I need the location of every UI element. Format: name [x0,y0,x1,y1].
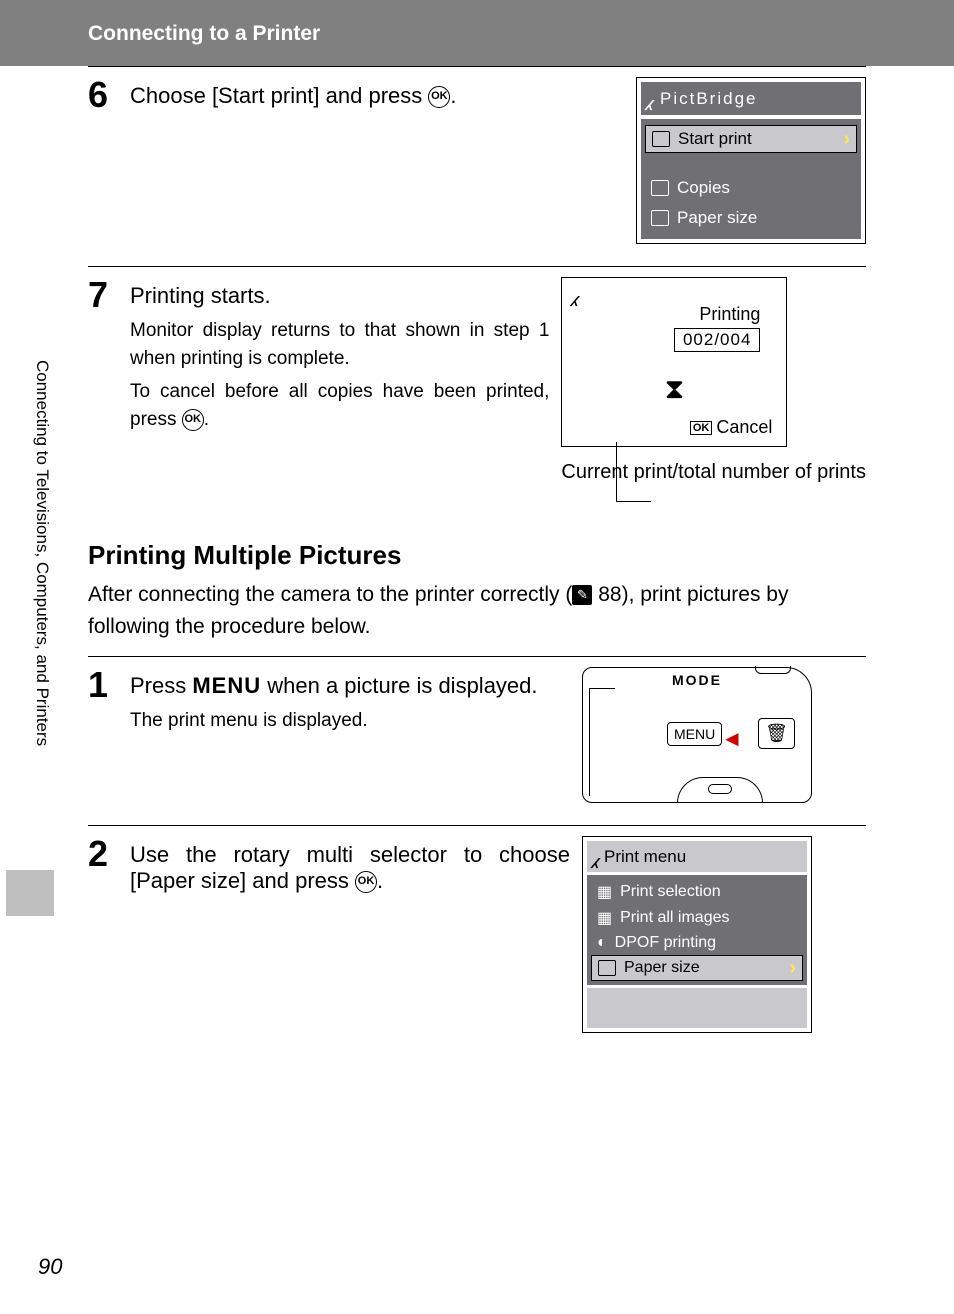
step1-pre: Press [130,673,192,698]
step-title: Choose [Start print] and press OK. [130,83,624,109]
side-tab-marker [6,870,54,916]
print-menu-screen: ⁁ Print menu ▦ Print selection ▦ Print all … [582,836,812,1033]
printing-screen: ⁁ Printing 002/004 ⧗ OKCancel [561,277,787,447]
copies-icon [651,180,669,196]
step-7: 7 Printing starts. Monitor display retur… [88,266,866,506]
menu-item-paper-size[interactable]: Paper size [645,205,857,231]
mode-label: MODE [672,672,722,688]
step2-pre: Use the rotary multi selector to choose … [130,842,570,893]
section-text-pre: After connecting the camera to the print… [88,583,572,606]
step-1: 1 Press MENU when a picture is displayed… [88,656,866,825]
printing-caption: Current print/total number of prints [561,461,866,484]
camera-illustration: MODE MENU 🗑 [582,667,812,803]
step-6: 6 Choose [Start print] and press OK. ⁁ Pi… [88,66,866,266]
side-tab: Connecting to Televisions, Computers, an… [0,360,60,920]
menu-label: Copies [677,178,730,198]
step-number: 1 [88,667,130,803]
pictbridge-title-text: PictBridge [660,89,757,109]
menu-item-copies[interactable]: Copies [645,175,857,201]
print-counter: 002/004 [674,328,760,352]
header-title: Connecting to a Printer [88,22,320,45]
step-title: Press MENU when a picture is displayed. [130,673,570,699]
camera-screen-edge [589,688,615,796]
step1-post: when a picture is displayed. [261,673,537,698]
step6-text-post: . [450,83,456,108]
step-text: The print menu is displayed. [130,707,570,735]
camera-notch [755,666,791,674]
step-body: Use the rotary multi selector to choose … [130,836,570,1033]
step-number: 6 [88,77,130,244]
dpof-icon: ◐ [597,934,607,952]
menu-label: Print all images [620,909,729,927]
screen-title: ⁁ Print menu [587,841,807,872]
print-icon [652,131,670,147]
grid-icon: ▦ [597,908,612,928]
menu-item-print-selection[interactable]: ▦ Print selection [591,879,803,905]
ok-icon: OK [355,871,377,893]
step-body: Choose [Start print] and press OK. [130,77,624,244]
paper-icon [598,960,616,976]
printing-screen-wrap: ⁁ Printing 002/004 ⧗ OKCancel Current pr… [561,277,866,484]
grid-icon: ▦ [597,882,612,902]
page-number: 90 [38,1254,62,1280]
menu-label: Paper size [677,208,757,228]
page-ref-num: 88 [592,583,621,606]
menu-label: Start print [678,129,752,149]
screen-blank-area [587,988,807,1028]
rotary-selector[interactable] [677,777,763,803]
step-body: Printing starts. Monitor display returns… [130,277,549,484]
printing-label: Printing [699,304,760,325]
pictbridge-icon: ⁁ [647,86,654,111]
step-title: Use the rotary multi selector to choose … [130,842,570,894]
side-section-label: Connecting to Televisions, Computers, an… [32,360,52,746]
menu-label: Print selection [620,883,721,901]
step-2: 2 Use the rotary multi selector to choos… [88,825,866,1055]
menu-item-paper-size[interactable]: Paper size [591,955,803,981]
step7-body2-post: . [204,409,209,430]
trash-button[interactable]: 🗑 [758,718,795,749]
step-text: To cancel before all copies have been pr… [130,378,549,433]
step2-post: . [377,868,383,893]
menu-word: MENU [192,673,261,698]
cancel-label: Cancel [716,417,772,438]
menu-item-dpof[interactable]: ◐ DPOF printing [591,931,803,955]
step-number: 2 [88,836,130,1033]
menu-label: DPOF printing [615,934,716,952]
menu-button[interactable]: MENU [667,722,722,746]
menu-item-print-all[interactable]: ▦ Print all images [591,905,803,931]
pictbridge-screen: ⁁ PictBridge Start print Copies Paper siz… [636,77,866,244]
ok-icon: OK [428,86,450,108]
page-content: 6 Choose [Start print] and press OK. ⁁ Pi… [0,66,954,1055]
step-title: Printing starts. [130,283,549,309]
ok-icon: OK [690,421,713,435]
ok-icon: OK [182,409,204,431]
pictbridge-icon: ⁁ [572,282,577,307]
pictbridge-icon: ⁁ [593,844,598,869]
page-header: Connecting to a Printer [0,0,954,66]
step-text: Monitor display returns to that shown in… [130,317,549,372]
paper-icon [651,210,669,226]
page-ref-icon: ✎ [572,585,592,605]
cancel-control[interactable]: OKCancel [690,417,773,438]
menu-item-start-print[interactable]: Start print [645,125,857,153]
arrow-indicator-icon [721,726,743,752]
section-intro: After connecting the camera to the print… [88,579,866,642]
step-body: Press MENU when a picture is displayed. … [130,667,570,803]
screen-title: ⁁ PictBridge [641,82,861,115]
hourglass-icon: ⧗ [665,373,685,406]
section-heading: Printing Multiple Pictures [88,540,866,571]
step6-text-pre: Choose [Start print] and press [130,83,428,108]
menu-label: Paper size [624,959,700,977]
step-number: 7 [88,277,130,484]
print-menu-title-text: Print menu [604,847,686,867]
